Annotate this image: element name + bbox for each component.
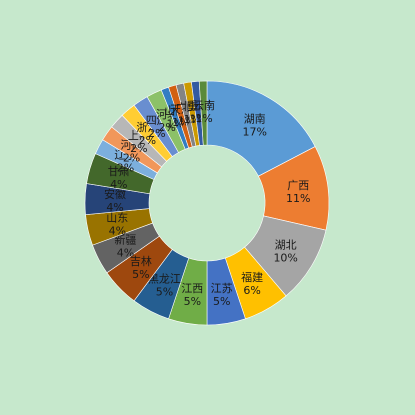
slice-name-label: 湖北	[275, 239, 297, 252]
slice-percent-label: 4%	[109, 224, 126, 237]
slice-percent-label: 5%	[213, 295, 230, 308]
slice-percent-label: 2%	[148, 127, 165, 140]
slice-name-label: 新疆	[114, 233, 136, 247]
slice-percent-label: 5%	[132, 268, 149, 281]
slice-name-label: 甘肃	[108, 165, 130, 178]
slice-name-label: 湖南	[244, 112, 266, 125]
slice-percent-label: 2%	[117, 161, 134, 174]
slice-percent-label: 2%	[139, 134, 156, 147]
slice-percent-label: 11%	[286, 192, 310, 205]
slice-name-label: 安徽	[104, 187, 126, 201]
donut-slice	[206, 80, 316, 177]
slice-percent-label: 2%	[130, 142, 147, 155]
slice-percent-label: 4%	[106, 201, 123, 214]
slice-percent-label: 17%	[242, 125, 266, 138]
slice-percent-label: 4%	[117, 247, 134, 260]
slice-name-label: 云南	[193, 99, 215, 112]
slice-name-label: 黑龙江	[148, 273, 181, 286]
slice-percent-label: 4%	[110, 178, 127, 191]
slice-name-label: 江苏	[211, 282, 233, 295]
slice-percent-label: 1%	[195, 112, 212, 125]
slice-name-label: 福建	[241, 270, 263, 284]
slice-percent-label: 5%	[156, 286, 173, 299]
slice-name-label: 山东	[106, 211, 128, 224]
slice-percent-label: 10%	[273, 252, 297, 265]
donut-slice	[198, 80, 208, 146]
slice-percent-label: 5%	[184, 295, 201, 308]
slice-name-label: 江西	[181, 282, 203, 295]
slice-name-label: 吉林	[130, 254, 152, 268]
slice-name-label: 广西	[287, 179, 309, 192]
slice-percent-label: 2%	[123, 151, 140, 164]
slice-percent-label: 2%	[158, 121, 175, 134]
slice-percent-label: 6%	[243, 284, 260, 297]
